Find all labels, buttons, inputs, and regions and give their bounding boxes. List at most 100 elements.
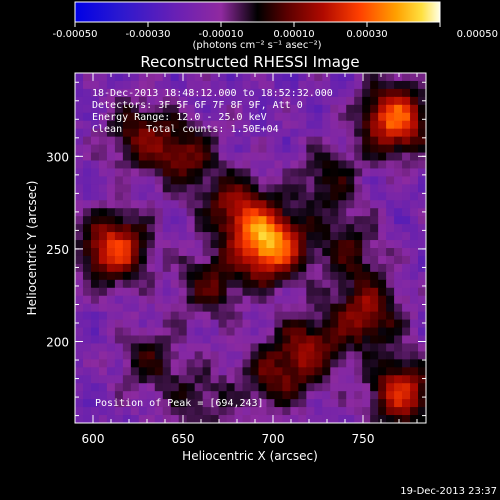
heatmap-pixel [242, 73, 252, 82]
heatmap-pixel [130, 96, 140, 106]
heatmap-pixel [386, 263, 395, 273]
heatmap-pixel [218, 144, 228, 154]
heatmap-pixel [186, 112, 196, 122]
heatmap-pixel [154, 335, 164, 345]
heatmap-pixel [218, 184, 228, 193]
heatmap-pixel [306, 367, 315, 376]
heatmap-pixel [178, 311, 188, 321]
heatmap-pixel [378, 335, 387, 345]
heatmap-pixel [282, 415, 291, 423]
heatmap-pixel [170, 303, 180, 313]
heatmap-pixel [354, 88, 363, 98]
heatmap-pixel [314, 184, 323, 193]
heatmap-pixel [82, 279, 92, 289]
heatmap-pixel [274, 351, 284, 360]
heatmap-pixel [338, 359, 347, 368]
heatmap-pixel [146, 367, 156, 376]
heatmap-pixel [338, 407, 347, 416]
heatmap-pixel [266, 144, 276, 154]
heatmap-pixel [202, 399, 212, 408]
heatmap-pixel [322, 128, 331, 138]
heatmap-pixel [274, 415, 284, 423]
heatmap-pixel [242, 415, 252, 423]
heatmap-pixel [186, 120, 196, 130]
heatmap-pixel [202, 248, 212, 257]
heatmap-pixel [178, 375, 188, 384]
heatmap-pixel [338, 152, 347, 162]
heatmap-pixel [362, 120, 371, 130]
heatmap-pixel [306, 375, 315, 384]
heatmap-pixel [122, 184, 132, 193]
heatmap-pixel [194, 255, 204, 265]
heatmap-pixel [370, 375, 379, 384]
heatmap-pixel [314, 120, 323, 130]
heatmap-pixel [242, 80, 252, 90]
heatmap-pixel [410, 184, 419, 193]
heatmap-pixel [250, 144, 260, 154]
heatmap-pixel [346, 295, 355, 305]
heatmap-pixel [290, 160, 299, 170]
heatmap-pixel [338, 120, 347, 130]
heatmap-pixel [170, 399, 180, 408]
heatmap-pixel [202, 112, 212, 122]
heatmap-pixel [370, 359, 379, 368]
heatmap-pixel [298, 216, 307, 225]
heatmap-pixel [346, 120, 355, 130]
heatmap-pixel [306, 391, 315, 400]
heatmap-pixel [258, 88, 268, 98]
heatmap-pixel [170, 96, 180, 106]
heatmap-pixel [282, 311, 291, 321]
heatmap-pixel [394, 104, 403, 114]
heatmap-pixel [282, 303, 291, 313]
heatmap-pixel [106, 192, 116, 201]
heatmap-pixel [370, 208, 379, 217]
heatmap-pixel [298, 73, 307, 82]
heatmap-pixel [330, 351, 339, 360]
heatmap-pixel [362, 96, 371, 106]
heatmap-pixel [330, 144, 339, 154]
heatmap-pixel [338, 184, 347, 193]
heatmap-pixel [106, 359, 116, 368]
heatmap-pixel [98, 343, 108, 352]
y-tick-label: 300 [46, 150, 69, 164]
heatmap-pixel [362, 335, 371, 345]
heatmap-pixel [242, 136, 252, 146]
heatmap-pixel [354, 255, 363, 265]
heatmap-pixel [250, 128, 260, 138]
heatmap-pixel [154, 96, 164, 106]
heatmap-pixel [322, 200, 331, 209]
heatmap-pixel [162, 335, 172, 345]
heatmap-pixel [210, 144, 220, 154]
heatmap-pixel [170, 407, 180, 416]
heatmap-pixel [266, 415, 276, 423]
heatmap-pixel [90, 295, 100, 305]
heatmap-pixel [410, 399, 419, 408]
heatmap-pixel [402, 248, 411, 257]
heatmap-pixel [162, 399, 172, 408]
heatmap-pixel [130, 168, 140, 177]
heatmap-pixel [146, 112, 156, 122]
heatmap-pixel [418, 399, 426, 408]
heatmap-pixel [178, 144, 188, 154]
heatmap-pixel [218, 367, 228, 376]
heatmap-pixel [266, 80, 276, 90]
heatmap-pixel [330, 255, 339, 265]
heatmap-pixel [266, 311, 276, 321]
heatmap-pixel [306, 88, 315, 98]
heatmap-pixel [290, 271, 299, 281]
heatmap-pixel [82, 359, 92, 368]
heatmap-pixel [106, 224, 116, 233]
heatmap-pixel [178, 192, 188, 201]
heatmap-pixel [75, 343, 84, 352]
heatmap-pixel [258, 160, 268, 170]
heatmap-pixel [322, 335, 331, 345]
heatmap-pixel [75, 216, 84, 225]
heatmap-pixel [218, 248, 228, 257]
heatmap-pixel [314, 176, 323, 185]
heatmap-pixel [114, 303, 124, 313]
heatmap-pixel [402, 351, 411, 360]
heatmap-pixel [202, 327, 212, 337]
heatmap-pixel [274, 255, 284, 265]
heatmap-pixel [90, 415, 100, 423]
heatmap-pixel [234, 279, 244, 289]
